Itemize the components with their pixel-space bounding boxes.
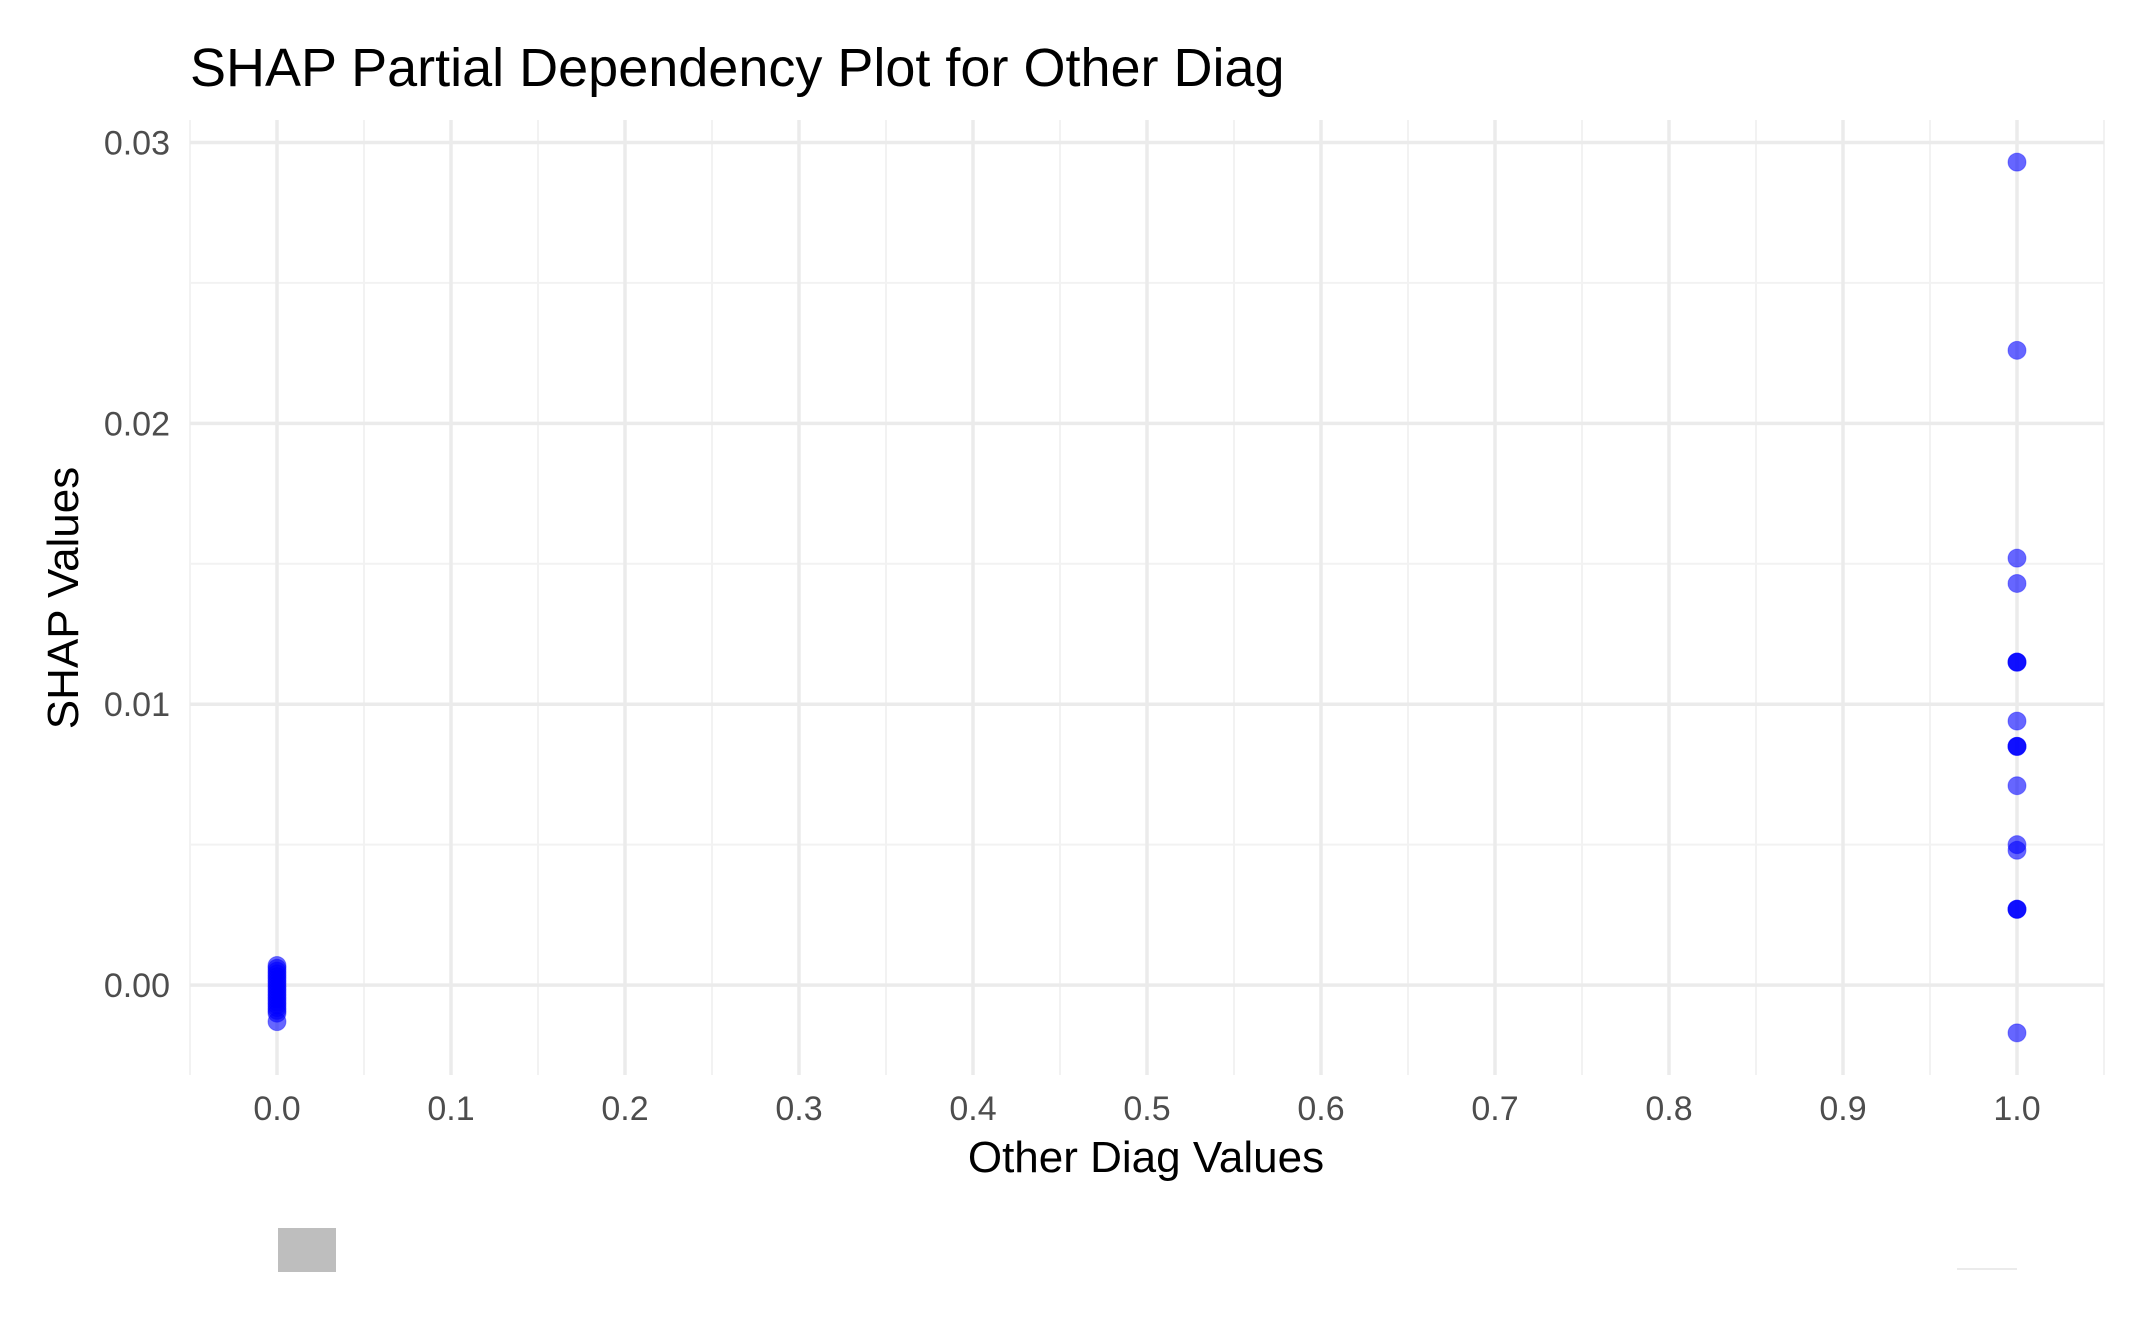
- x-tick-label: 1.0: [1993, 1090, 2040, 1128]
- data-point: [2007, 548, 2027, 568]
- x-tick-label: 0.2: [601, 1090, 648, 1128]
- y-tick-label: 0.03: [104, 124, 170, 162]
- x-tick-label: 0.5: [1123, 1090, 1170, 1128]
- x-tick-label: 0.6: [1297, 1090, 1344, 1128]
- x-tick-label: 0.8: [1645, 1090, 1692, 1128]
- x-tick-label: 0.3: [775, 1090, 822, 1128]
- data-point: [2007, 776, 2027, 796]
- x-axis-ticks: 0.0 0.1 0.2 0.3 0.4 0.5 0.6 0.7 0.8 0.9 1.0: [253, 1090, 2040, 1128]
- x-axis-label: Other Diag Values: [968, 1133, 1324, 1182]
- data-point: [2007, 711, 2027, 731]
- y-tick-label: 0.00: [104, 967, 170, 1005]
- x-tick-label: 0.7: [1471, 1090, 1518, 1128]
- chart-title: SHAP Partial Dependency Plot for Other D…: [190, 38, 1285, 98]
- data-points: [267, 152, 2027, 1043]
- data-point: [267, 1012, 287, 1032]
- x-tick-label: 0.0: [253, 1090, 300, 1128]
- y-tick-label: 0.01: [104, 686, 170, 724]
- y-axis-ticks: 0.00 0.01 0.02 0.03: [104, 124, 170, 1005]
- data-point: [2007, 899, 2027, 919]
- legend-swatch: [278, 1228, 336, 1272]
- data-point: [2007, 840, 2027, 860]
- data-point: [2007, 152, 2027, 172]
- y-axis-label: SHAP Values: [39, 467, 88, 730]
- x-tick-label: 0.1: [427, 1090, 474, 1128]
- data-point: [2007, 340, 2027, 360]
- data-point: [2007, 736, 2027, 756]
- x-tick-label: 0.9: [1819, 1090, 1866, 1128]
- y-tick-label: 0.02: [104, 405, 170, 443]
- data-point: [2007, 573, 2027, 593]
- x-tick-label: 0.4: [949, 1090, 996, 1128]
- data-point: [2007, 652, 2027, 672]
- data-point: [2007, 1023, 2027, 1043]
